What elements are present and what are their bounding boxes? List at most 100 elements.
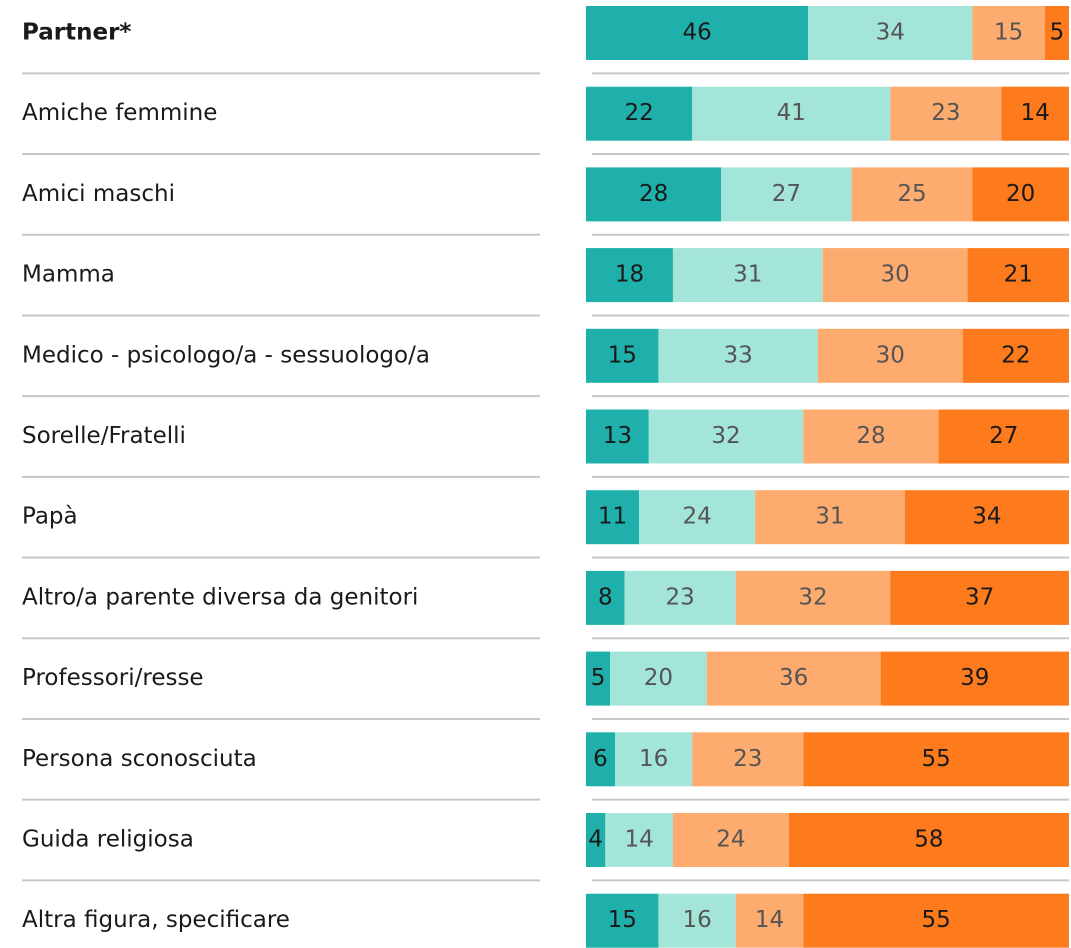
value-label: 16 [639, 746, 668, 772]
value-label: 23 [733, 746, 762, 772]
bar-segment [808, 6, 973, 60]
bar-segment [735, 893, 804, 948]
bar-segment [586, 490, 640, 545]
bar-segment [586, 409, 649, 464]
value-label: 32 [711, 423, 740, 449]
category-label: Amici maschi [22, 181, 175, 207]
bar-segment [614, 732, 693, 787]
value-label: 20 [644, 665, 673, 691]
bar-segment [803, 732, 1069, 787]
category-label: Papà [22, 504, 78, 530]
value-label: 30 [880, 262, 909, 288]
value-label: 34 [972, 504, 1001, 530]
value-label: 22 [1001, 342, 1030, 368]
bar-segment [755, 490, 905, 545]
category-label: Partner* [22, 20, 131, 46]
bar-segment [721, 167, 852, 222]
value-label: 58 [914, 827, 943, 853]
bar-segment [586, 570, 625, 625]
bar-segment [586, 86, 693, 141]
bar-segment [788, 813, 1069, 867]
bar-segment [880, 651, 1069, 706]
value-label: 27 [772, 181, 801, 207]
bar-segment [586, 6, 809, 60]
category-label: Medico - psicologo/a - sessuologo/a [22, 342, 430, 368]
value-label: 14 [755, 907, 784, 933]
value-label: 24 [682, 504, 711, 530]
category-label: Amiche femmine [22, 100, 217, 126]
value-label: 23 [666, 584, 695, 610]
value-label: 21 [1004, 262, 1033, 288]
bar-segment [962, 328, 1069, 383]
bar-segment [904, 490, 1069, 545]
value-label: 25 [897, 181, 926, 207]
category-label: Altra figura, specificare [22, 907, 290, 933]
bar-segment [890, 570, 1069, 625]
bar-segment [851, 167, 973, 222]
value-label: 15 [608, 342, 637, 368]
bar-segment [586, 813, 606, 867]
bar-segment [658, 328, 818, 383]
value-label: 15 [608, 907, 637, 933]
category-label: Altro/a parente diversa da genitori [22, 584, 418, 610]
value-label: 22 [624, 100, 653, 126]
category-label: Mamma [22, 262, 115, 288]
bar-segment [586, 651, 611, 706]
value-label: 14 [1021, 100, 1050, 126]
category-label: Sorelle/Fratelli [22, 423, 186, 449]
value-label: 28 [639, 181, 668, 207]
bar-segment [890, 86, 1002, 141]
value-label: 31 [733, 262, 762, 288]
bar-segment [610, 651, 707, 706]
bar-segment [605, 813, 673, 867]
value-label: 24 [716, 827, 745, 853]
value-label: 46 [682, 20, 711, 46]
value-label: 5 [591, 665, 606, 691]
value-label: 18 [615, 262, 644, 288]
bar-segment [672, 813, 789, 867]
bar-segment [586, 167, 722, 222]
value-label: 32 [798, 584, 827, 610]
value-label: 34 [876, 20, 905, 46]
value-label: 16 [682, 907, 711, 933]
bar-segment [817, 328, 963, 383]
value-label: 41 [777, 100, 806, 126]
value-label: 11 [598, 504, 627, 530]
bar-segment [1044, 6, 1069, 60]
value-label: 15 [994, 20, 1023, 46]
bar-segment [586, 893, 659, 948]
value-label: 31 [815, 504, 844, 530]
category-label: Professori/resse [22, 665, 204, 691]
value-label: 20 [1006, 181, 1035, 207]
bar-segment [648, 409, 804, 464]
bar-segment [822, 248, 968, 303]
value-label: 55 [922, 746, 951, 772]
bar-segment [586, 328, 659, 383]
bar-segment [1001, 86, 1069, 141]
bar-segment [624, 570, 736, 625]
bar-segment [803, 409, 939, 464]
bar-segment [803, 893, 1069, 948]
value-label: 4 [588, 827, 603, 853]
value-label: 33 [724, 342, 753, 368]
value-label: 6 [593, 746, 608, 772]
bar-segment [706, 651, 881, 706]
category-label: Persona sconosciuta [22, 746, 257, 772]
bar-segment [658, 893, 736, 948]
value-label: 28 [856, 423, 885, 449]
bar-segment [672, 248, 823, 303]
bar-segment [586, 248, 673, 303]
value-label: 23 [931, 100, 960, 126]
bar-segment [967, 248, 1069, 303]
bar-segment [692, 732, 804, 787]
bar-segment [735, 570, 891, 625]
value-label: 5 [1050, 20, 1065, 46]
value-label: 27 [989, 423, 1018, 449]
bar-segment [692, 86, 891, 141]
value-label: 36 [779, 665, 808, 691]
value-label: 30 [876, 342, 905, 368]
bar-segment [938, 409, 1069, 464]
value-label: 8 [598, 584, 613, 610]
value-label: 37 [965, 584, 994, 610]
value-label: 13 [603, 423, 632, 449]
